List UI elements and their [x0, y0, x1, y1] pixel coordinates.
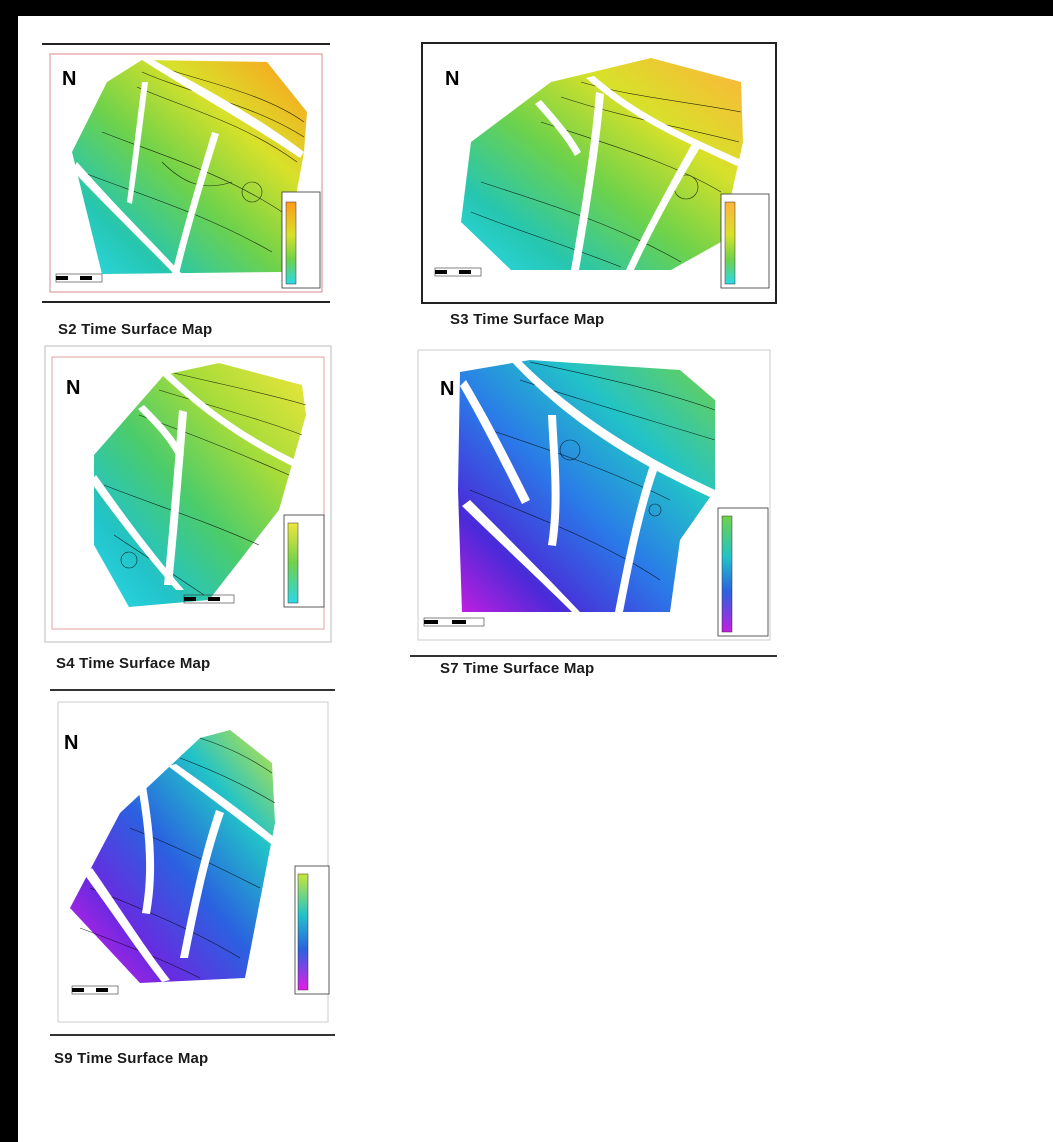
- s4-map-figure: [44, 345, 332, 643]
- s3-surface: [461, 58, 743, 270]
- s4-caption: S4 Time Surface Map: [56, 655, 211, 672]
- map-panel-s7: N: [410, 340, 777, 658]
- map-panel-s4: N: [44, 345, 332, 643]
- map-panel-s2: N: [42, 42, 330, 304]
- s9-caption: S9 Time Surface Map: [54, 1050, 209, 1067]
- north-arrow-label: N: [66, 377, 81, 399]
- s9-map-figure: [50, 689, 335, 1036]
- map-panel-s3: N: [421, 42, 777, 304]
- s3-caption: S3 Time Surface Map: [450, 311, 605, 328]
- s2-caption: S2 Time Surface Map: [58, 321, 213, 338]
- north-arrow-label: N: [440, 378, 455, 400]
- s7-surface: [458, 360, 715, 612]
- s7-map-figure: [410, 349, 777, 657]
- north-arrow-label: N: [445, 68, 460, 90]
- s2-surface: [72, 60, 307, 274]
- north-arrow-label: N: [62, 68, 77, 90]
- map-panel-s9: N: [50, 688, 335, 1038]
- s3-map-figure: [421, 42, 777, 304]
- north-arrow-label: N: [64, 732, 79, 754]
- s2-map-figure: [42, 43, 330, 303]
- s7-caption: S7 Time Surface Map: [440, 660, 595, 677]
